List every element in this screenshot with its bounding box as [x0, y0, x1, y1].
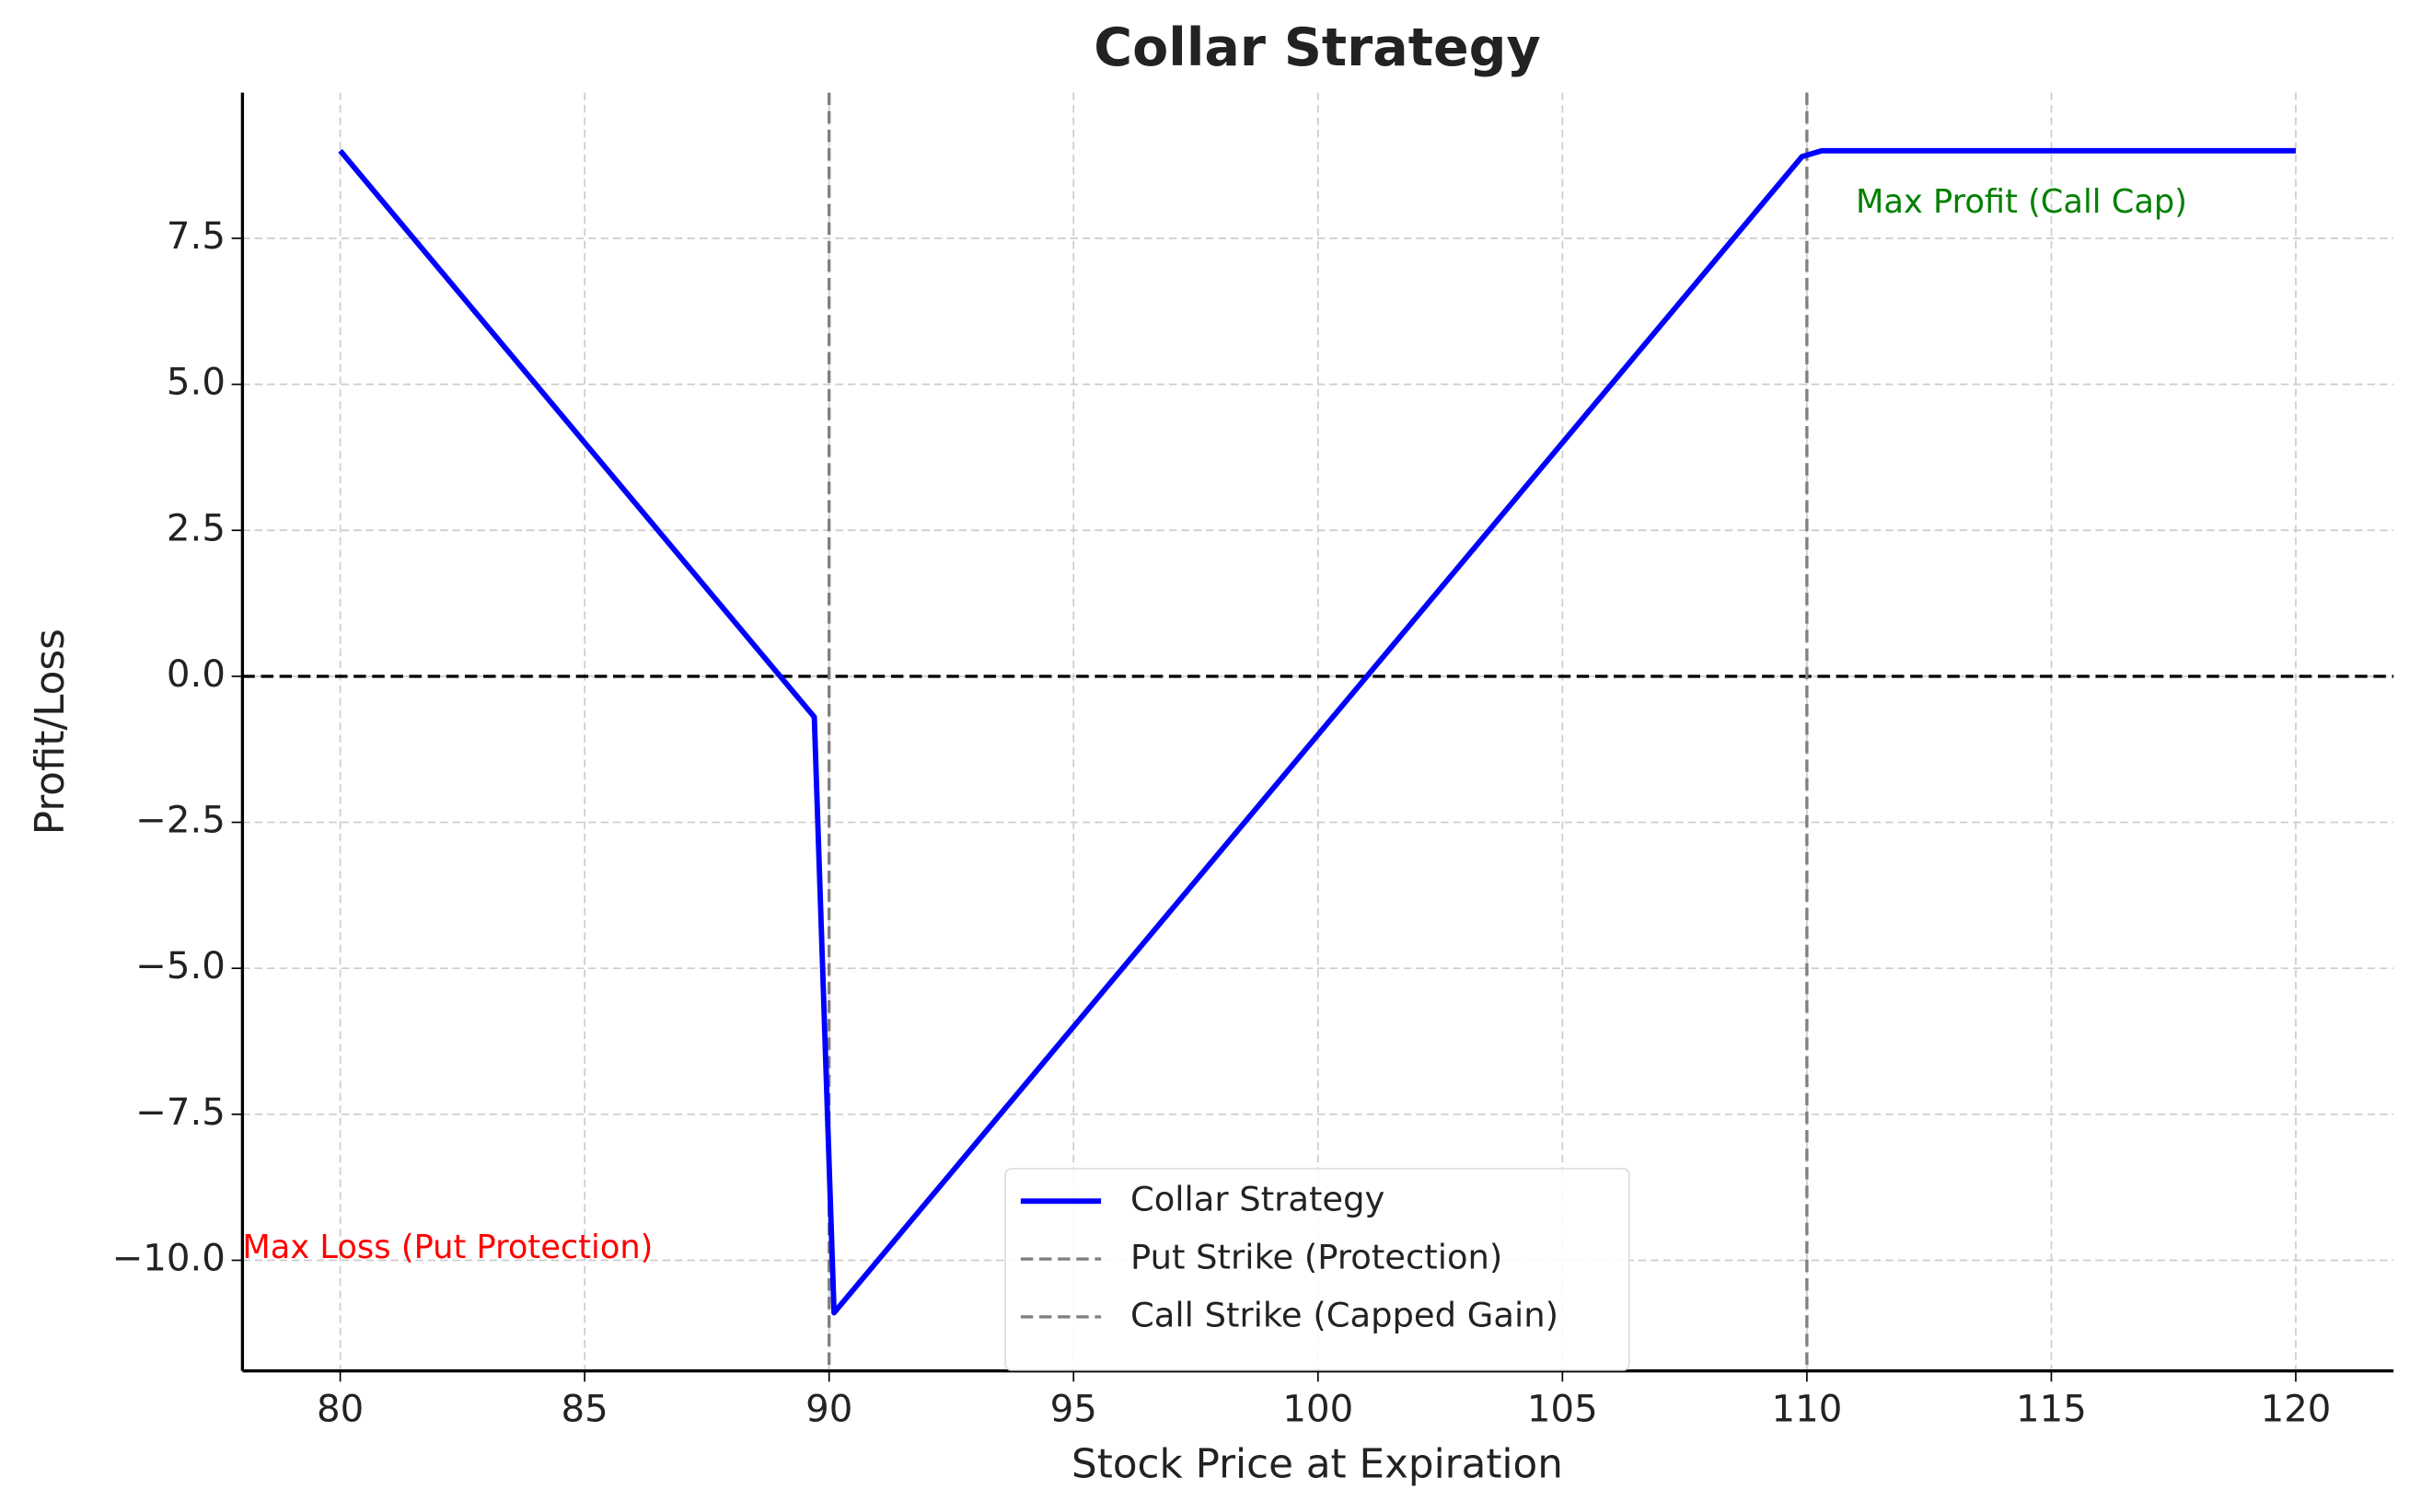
y-axis-label: Profit/Loss [28, 629, 74, 835]
x-tick-label: 105 [1527, 1388, 1598, 1430]
y-tick-label: −5.0 [135, 945, 226, 987]
y-tick-label: 0.0 [167, 653, 226, 696]
legend-label: Call Strike (Capped Gain) [1130, 1295, 1558, 1334]
legend: Collar Strategy Put Strike (Protection) Ca… [1004, 1168, 1630, 1371]
chart-title: Collar Strategy [1094, 17, 1540, 78]
legend-box [1004, 1168, 1630, 1371]
y-tick-label: −7.5 [135, 1091, 226, 1134]
annotation: Max Loss (Put Protection) [242, 1229, 653, 1266]
legend-label: Collar Strategy [1130, 1180, 1384, 1219]
x-tick-label: 115 [2016, 1388, 2087, 1430]
y-tick-label: −10.0 [112, 1237, 226, 1279]
x-tick-label: 95 [1050, 1388, 1097, 1430]
x-tick-label: 110 [1771, 1388, 1842, 1430]
y-tick-label: 7.5 [167, 215, 226, 258]
annotation: Max Profit (Call Cap) [1856, 183, 2187, 221]
legend-label: Put Strike (Protection) [1130, 1238, 1502, 1277]
x-tick-label: 120 [2261, 1388, 2332, 1430]
x-tick-label: 80 [317, 1388, 364, 1430]
y-tick-label: −2.5 [135, 800, 226, 842]
series-line [338, 147, 2296, 1316]
x-tick-label: 100 [1282, 1388, 1353, 1430]
x-axis-label: Stock Price at Expiration [1071, 1442, 1563, 1488]
y-tick-label: 2.5 [167, 507, 226, 549]
y-tick-label: 5.0 [167, 362, 226, 404]
x-tick-label: 85 [562, 1388, 608, 1430]
x-tick-label: 90 [805, 1388, 852, 1430]
